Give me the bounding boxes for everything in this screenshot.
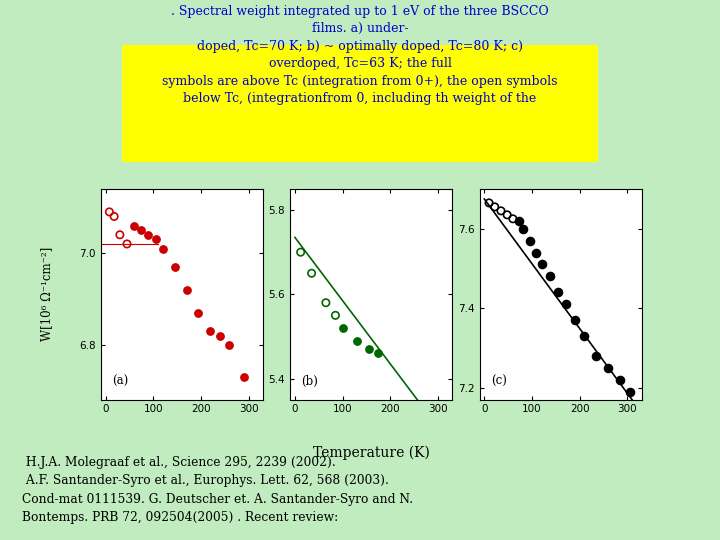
Point bbox=[363, 345, 374, 353]
Point bbox=[432, 416, 444, 425]
Point bbox=[507, 214, 518, 223]
Text: (a): (a) bbox=[112, 375, 128, 388]
Point bbox=[169, 262, 181, 271]
Text: Temperature (K): Temperature (K) bbox=[312, 446, 430, 460]
Point bbox=[560, 300, 572, 308]
Point bbox=[489, 202, 500, 211]
Text: W[10⁶ Ω⁻¹cm⁻²]: W[10⁶ Ω⁻¹cm⁻²] bbox=[40, 247, 53, 341]
Point bbox=[295, 248, 307, 256]
Point bbox=[121, 240, 132, 248]
Point bbox=[104, 207, 115, 216]
Point bbox=[483, 199, 495, 207]
Point bbox=[193, 308, 204, 317]
Point bbox=[157, 244, 168, 253]
Text: (c): (c) bbox=[491, 375, 507, 388]
Point bbox=[518, 225, 529, 233]
Point bbox=[238, 373, 250, 381]
Point bbox=[614, 375, 626, 384]
Point bbox=[181, 286, 192, 294]
Point bbox=[128, 221, 140, 230]
Point bbox=[204, 327, 216, 335]
Point bbox=[495, 206, 507, 215]
Point bbox=[320, 299, 332, 307]
Point bbox=[351, 336, 363, 345]
Point bbox=[544, 272, 556, 281]
Text: H.J.A. Molegraaf et al., Science 295, 2239 (2002).
 A.F. Santander-Syro et al., : H.J.A. Molegraaf et al., Science 295, 22… bbox=[22, 456, 413, 524]
Point bbox=[109, 212, 120, 221]
Point bbox=[523, 237, 535, 245]
Point bbox=[224, 340, 235, 349]
Bar bbox=[122, 45, 598, 162]
Text: (b): (b) bbox=[302, 375, 318, 388]
Point bbox=[214, 331, 225, 340]
Point bbox=[150, 235, 161, 244]
Text: . Spectral weight integrated up to 1 eV of the three BSCCO
films. a) under-
dope: . Spectral weight integrated up to 1 eV … bbox=[162, 5, 558, 105]
Point bbox=[624, 387, 635, 396]
Point bbox=[306, 269, 318, 278]
Point bbox=[114, 231, 125, 239]
Point bbox=[590, 352, 602, 360]
Point bbox=[135, 226, 147, 234]
Point bbox=[501, 211, 513, 219]
Point bbox=[337, 323, 348, 332]
Point bbox=[143, 231, 154, 239]
Point bbox=[530, 248, 541, 257]
Point bbox=[513, 217, 524, 225]
Point bbox=[536, 260, 548, 269]
Point bbox=[330, 311, 341, 320]
Point bbox=[603, 363, 614, 372]
Point bbox=[569, 316, 580, 325]
Point bbox=[372, 349, 384, 357]
Point bbox=[552, 288, 564, 296]
Point bbox=[579, 332, 590, 340]
